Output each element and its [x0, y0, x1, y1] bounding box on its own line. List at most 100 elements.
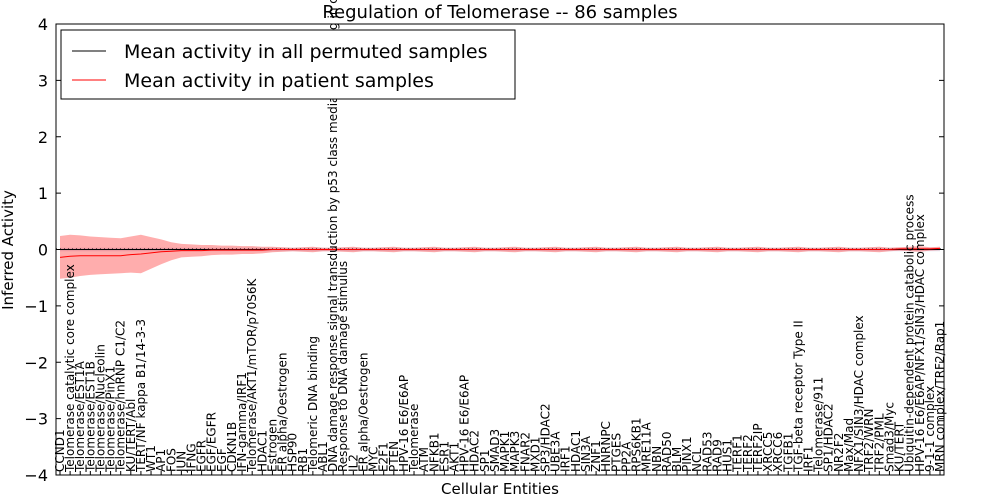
x-category-label: Telomerase/Nucleolin	[94, 344, 108, 473]
x-category-label: Estrogen	[265, 419, 279, 472]
x-category-label: SP1/HDAC2	[822, 403, 836, 472]
x-category-label: KU/TERT/Abl	[124, 399, 138, 472]
x-category-label: MAPK1	[498, 431, 512, 472]
x-category-label: MAPK3	[508, 431, 522, 472]
x-category-label: Ubiquitin-dependent protein catabolic pr…	[903, 194, 917, 472]
x-category-label: NCL	[690, 448, 704, 472]
y-tick-label: 4	[38, 15, 48, 34]
x-category-label: Telomerase	[407, 404, 421, 473]
x-category-label: NBN	[650, 446, 664, 472]
band-patient	[60, 234, 940, 279]
x-category-label: ESR1	[437, 441, 451, 472]
x-category-label: TERF1	[731, 434, 745, 473]
x-category-label: SP3/HDAC2	[539, 403, 553, 472]
x-category-label: MRN complex/TRF2/Rap1	[933, 321, 947, 472]
x-category-label: HNRNPC	[599, 421, 613, 472]
x-category-label: RAD50	[660, 431, 674, 472]
x-category-label: NFKB1	[427, 432, 441, 472]
x-category-label: HPV-16 E6/E6AP	[397, 375, 411, 472]
x-category-label: HUS1	[721, 439, 735, 472]
series-line-patient	[59, 247, 941, 258]
x-category-label: PP2A	[619, 441, 633, 472]
x-category-label: TGFB1	[781, 433, 795, 473]
x-category-label: RPS6KB1	[630, 417, 644, 472]
x-category-label: Telomeric DNA binding	[306, 336, 320, 473]
x-category-label: Telomerase/AKT1/mTOR/p70S6K	[245, 277, 259, 473]
x-category-label: RAD53	[700, 431, 714, 472]
y-axis-title: Inferred Activity	[0, 190, 17, 310]
x-category-label: IFNG	[185, 443, 199, 472]
x-category-label: ER alpha/Oestrogen	[276, 353, 290, 472]
x-category-label: Telomerase/911	[812, 377, 826, 473]
x-category-label: CDKN1B	[225, 422, 239, 472]
x-category-label: FOS	[164, 448, 178, 472]
x-category-label: SP1	[478, 449, 492, 472]
y-tick-label: −1	[24, 297, 48, 316]
x-category-label: SMAD3	[488, 429, 502, 472]
legend: Mean activity in all permuted samples Me…	[60, 29, 516, 100]
x-category-label: IL2	[346, 454, 360, 472]
x-category-label: HDAC1	[569, 430, 583, 472]
x-category-label: MXD1	[528, 437, 542, 472]
x-category-label: RAD9	[711, 439, 725, 472]
x-category-label: TGF-beta receptor Type II	[791, 320, 805, 473]
x-category-label: 9-1-1 complex	[923, 386, 937, 472]
legend-frame	[60, 29, 516, 100]
x-category-label: Response to DNA damage stimulus	[336, 261, 350, 472]
legend-label-patient: Mean activity in patient samples	[124, 70, 434, 92]
y-tick-label: −4	[24, 466, 48, 485]
x-category-label: KU/TERT	[893, 421, 907, 472]
x-category-label: HPV-16 E6/E6AP	[458, 375, 472, 472]
legend-label-permuted: Mean activity in all permuted samples	[124, 41, 487, 63]
x-category-label: EGF	[215, 448, 229, 472]
x-category-label: Telomerase catalytic core complex	[63, 264, 77, 473]
x-category-label: HDAC2	[468, 430, 482, 472]
x-category-label: ABL1	[316, 441, 330, 472]
x-category-label: Telomerase/EST1A	[73, 360, 87, 473]
x-category-label: EGFR	[195, 440, 209, 472]
x-category-label: Telomerase/PinX1	[104, 366, 118, 473]
x-category-label: Max/Mad	[842, 418, 856, 472]
x-category-label: TERT/NF kappa B1/14-3-3	[134, 319, 148, 473]
x-category-label: FNAR2	[518, 432, 532, 472]
x-category-label: IRF1	[559, 446, 573, 472]
x-category-label: ATM	[417, 447, 431, 472]
x-category-label: TRF2/PML	[872, 413, 886, 473]
x-category-label: AP1	[154, 449, 168, 472]
y-tick-label: 3	[38, 71, 48, 90]
y-axis: −4 −3 −2 −1 0 1 2 3 4	[24, 15, 944, 485]
x-category-label: UBE3A	[549, 431, 563, 472]
x-category-label: HSP90	[286, 433, 300, 472]
x-category-label: IFN-gamma/IRF1	[235, 372, 249, 472]
x-category-label: NFX1/SIN3/HDAC complex	[852, 315, 866, 472]
x-category-label: PTGES	[609, 433, 623, 472]
x-category-label: BLM	[670, 447, 684, 472]
x-category-label: EGF/EGFR	[205, 412, 219, 472]
x-category-label: XRCC5	[761, 432, 775, 472]
x-category-label: IRF1	[802, 446, 816, 472]
y-tick-label: 0	[38, 241, 48, 260]
x-axis-title: Cellular Entities	[441, 480, 559, 498]
y-tick-label: 1	[38, 184, 48, 203]
x-category-label: WT1	[144, 445, 158, 472]
x-category-label: ER alpha/Oestrogen	[356, 352, 370, 471]
y-tick-label: −3	[24, 410, 48, 429]
x-category-label: TERF2IP	[751, 423, 765, 473]
x-category-label: ZNF1	[589, 440, 603, 472]
x-category-label: PTEN	[387, 441, 401, 472]
x-category-label: E2F1	[377, 442, 391, 472]
chart-title: Regulation of Telomerase -- 86 samples	[322, 2, 677, 23]
x-category-label: DNA damage response signal transduction …	[326, 0, 340, 472]
y-tick-label: −2	[24, 353, 48, 372]
x-category-label: NR2F2	[832, 433, 846, 473]
x-category-label: TERF2	[741, 434, 755, 473]
x-category-label: MYC	[367, 447, 381, 472]
x-category-label: CCND1	[53, 429, 67, 472]
x-category-label: SIN3A	[579, 435, 593, 472]
x-category-label: HDAC1	[255, 430, 269, 472]
x-category-label: RB1	[296, 448, 310, 472]
x-category-label: Telomerase/hnRNP C1/C2	[114, 320, 128, 473]
x-category-label: MRE11A	[640, 421, 654, 472]
